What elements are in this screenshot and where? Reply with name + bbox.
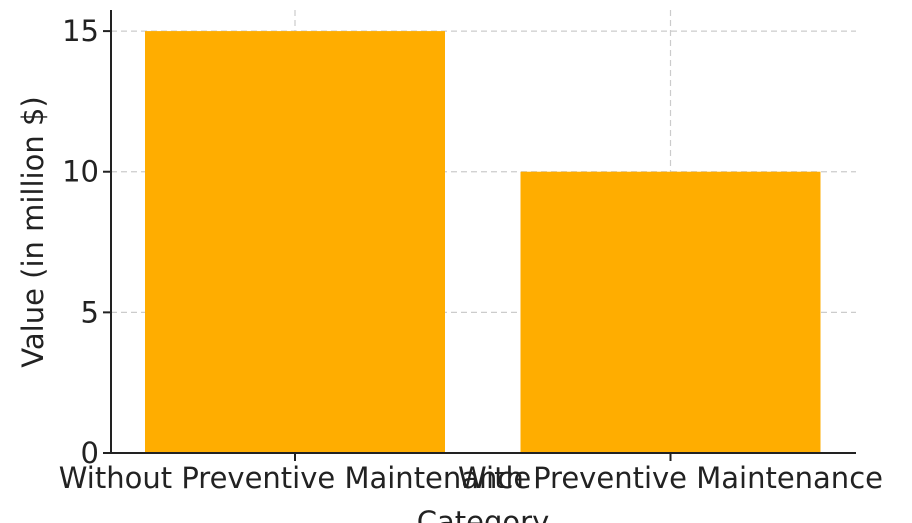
y-tick-label: 15	[62, 14, 99, 48]
bar	[145, 31, 445, 453]
y-axis-label: Value (in million $)	[16, 96, 50, 367]
x-tick-label: Without Preventive Maintenance	[59, 461, 531, 495]
y-tick-label: 5	[81, 295, 99, 329]
x-tick-label: With Preventive Maintenance	[458, 461, 883, 495]
ticks: 0 5 10 15 Without Preventive MaintenanceWith…	[59, 14, 883, 495]
x-axis-label: Category	[417, 505, 549, 523]
bars	[145, 31, 821, 453]
bar	[520, 171, 821, 453]
y-tick-label: 10	[62, 155, 99, 189]
y-tick-label: 0	[81, 436, 99, 470]
axes	[110, 10, 856, 454]
